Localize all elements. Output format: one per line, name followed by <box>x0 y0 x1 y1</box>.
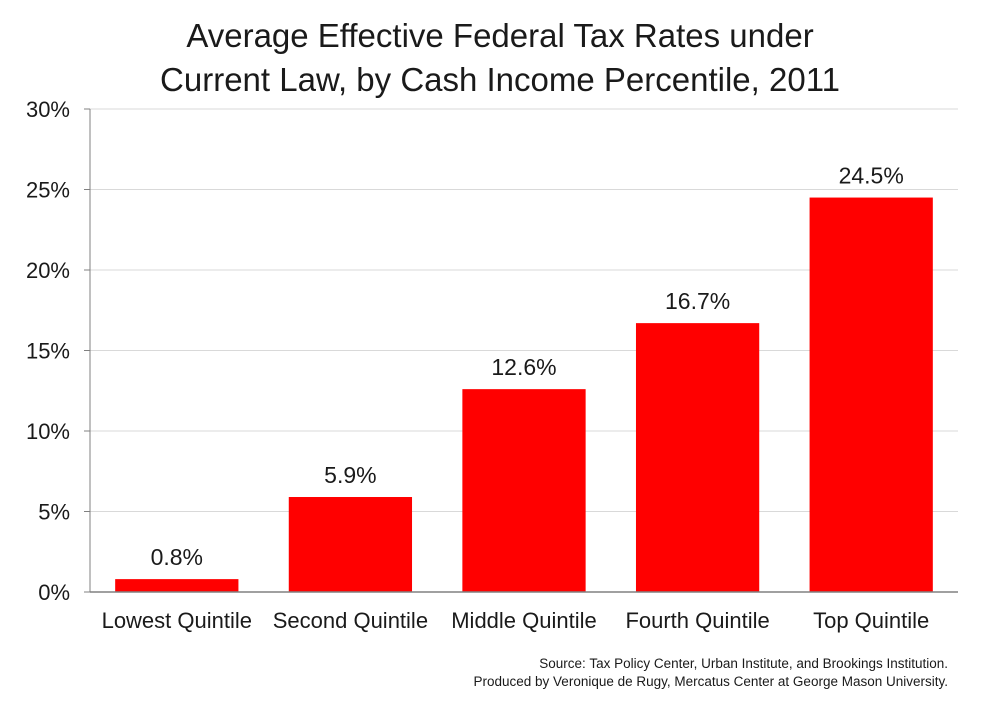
x-category-label: Lowest Quintile <box>102 608 252 633</box>
chart-title: Average Effective Federal Tax Rates unde… <box>0 14 1000 102</box>
y-tick-label: 20% <box>26 258 70 283</box>
x-category-label: Second Quintile <box>273 608 428 633</box>
y-tick-label: 0% <box>38 580 70 605</box>
y-tick-label: 10% <box>26 419 70 444</box>
chart-title-line-2: Current Law, by Cash Income Percentile, … <box>160 61 840 98</box>
source-line-2: Produced by Veronique de Rugy, Mercatus … <box>473 674 949 689</box>
data-label: 0.8% <box>151 544 203 570</box>
data-label: 12.6% <box>491 354 556 380</box>
y-tick-label: 25% <box>26 178 70 203</box>
source-line-1: Source: Tax Policy Center, Urban Institu… <box>539 656 948 671</box>
chart-title-line-1: Average Effective Federal Tax Rates unde… <box>186 17 814 54</box>
x-category-label: Middle Quintile <box>451 608 597 633</box>
bar <box>635 323 760 592</box>
bar <box>462 389 586 592</box>
y-tick-label: 5% <box>38 500 70 525</box>
data-label: 24.5% <box>839 163 904 189</box>
y-tick-label: 30% <box>26 97 70 122</box>
bar <box>115 579 239 592</box>
x-category-label: Top Quintile <box>813 608 929 633</box>
bar <box>288 497 413 592</box>
bar <box>809 197 933 593</box>
x-category-label: Fourth Quintile <box>625 608 769 633</box>
source-note: Source: Tax Policy Center, Urban Institu… <box>474 655 949 691</box>
data-label: 5.9% <box>324 462 376 488</box>
y-tick-label: 15% <box>26 339 70 364</box>
data-label: 16.7% <box>665 288 730 314</box>
